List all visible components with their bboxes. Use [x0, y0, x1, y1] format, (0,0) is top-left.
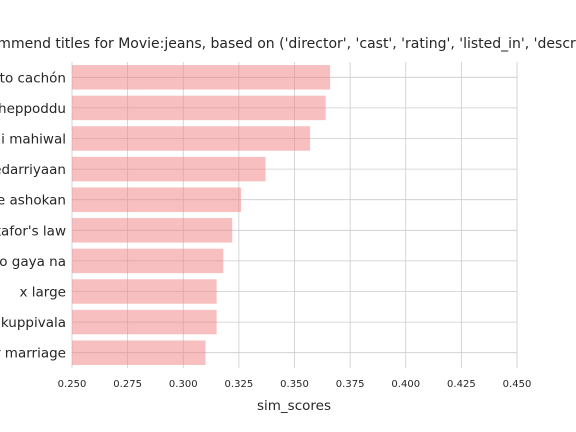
bar — [72, 156, 266, 182]
x-tick-label: 0.350 — [280, 379, 309, 390]
x-tick-label: 0.400 — [391, 379, 420, 390]
y-tick-label: cheppoddu — [0, 101, 66, 117]
bar — [72, 218, 233, 243]
y-tick-label: kuppivala — [1, 315, 66, 331]
y-tick-label: edarriyaan — [0, 162, 66, 178]
x-tick-labels: 0.250 0.275 0.300 0.325 0.350 0.375 0.400 0.425… — [58, 379, 532, 390]
y-tick-label: ho gaya na — [0, 254, 66, 270]
x-tick-label: 0.250 — [58, 379, 87, 390]
y-tick-label: ni mahiwal — [0, 132, 66, 148]
bar — [72, 95, 326, 121]
x-tick-label: 0.425 — [447, 379, 476, 390]
bar — [72, 65, 331, 90]
x-tick-label: 0.450 — [503, 379, 532, 390]
x-tick-label: 0.325 — [225, 379, 254, 390]
bar — [72, 309, 217, 335]
bars — [72, 65, 331, 365]
x-tick-label: 0.275 — [113, 379, 142, 390]
bar — [72, 126, 311, 151]
x-axis-label: sim_scores — [257, 398, 331, 414]
chart-title: Recommend titles for Movie:jeans, based … — [0, 36, 576, 52]
bar — [72, 340, 206, 365]
y-tick-label: er marriage — [0, 346, 66, 362]
y-tick-label: x large — [20, 285, 67, 301]
y-tick-label: kafor's law — [0, 223, 66, 239]
bar — [72, 279, 217, 304]
x-tick-label: 0.300 — [169, 379, 198, 390]
bar — [72, 187, 242, 212]
y-tick-label: e ashokan — [0, 193, 66, 209]
y-tick-label: anto cachón — [0, 70, 66, 86]
y-tick-labels: anto cachón cheppoddu ni mahiwal edarriyaan… — [0, 70, 66, 361]
bar — [72, 248, 224, 274]
x-tick-label: 0.375 — [336, 379, 365, 390]
